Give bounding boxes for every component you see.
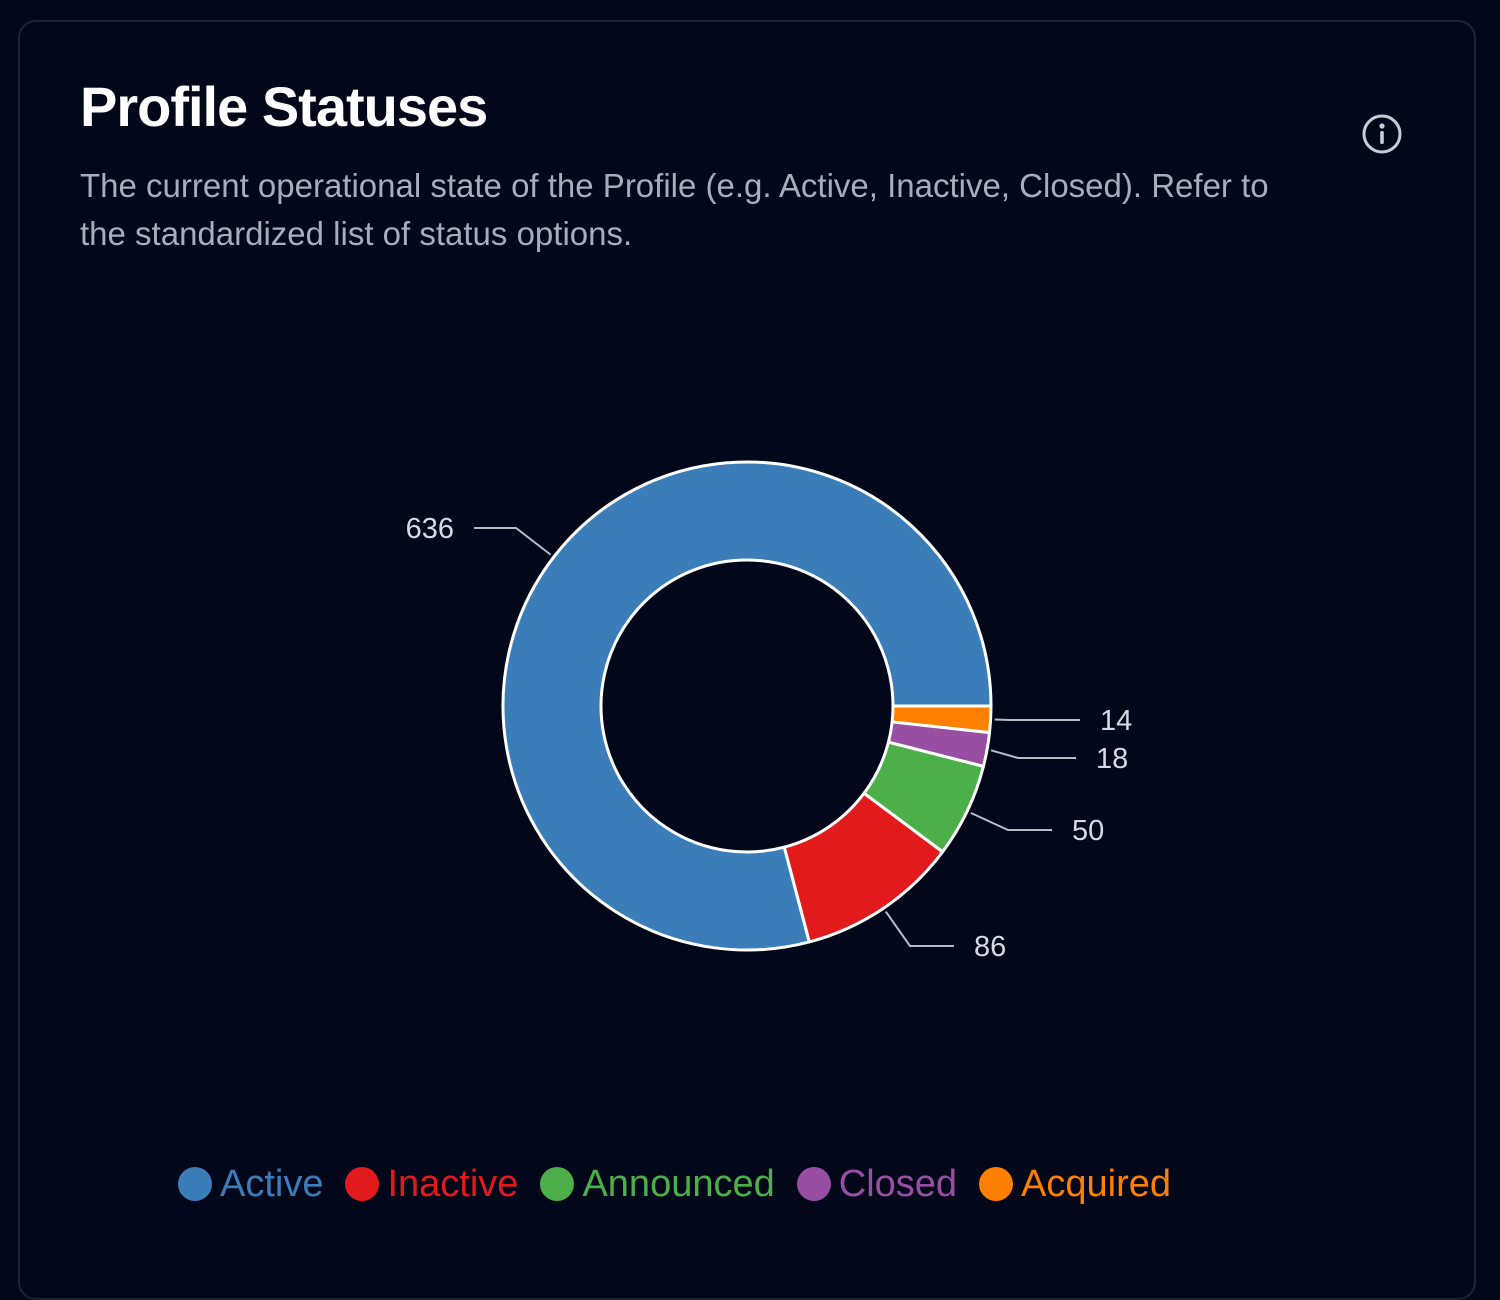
leader-line-active — [474, 528, 551, 555]
legend-label-active: Active — [220, 1162, 323, 1206]
value-label-inactive: 86 — [974, 931, 1006, 963]
legend-label-acquired: Acquired — [1021, 1162, 1171, 1206]
legend-item-acquired[interactable]: Acquired — [979, 1162, 1171, 1206]
legend-swatch-active — [178, 1167, 212, 1201]
legend-item-announced[interactable]: Announced — [540, 1162, 774, 1206]
legend-label-announced: Announced — [582, 1162, 774, 1206]
leader-line-closed — [991, 750, 1076, 758]
value-label-closed: 18 — [1096, 743, 1128, 775]
value-label-announced: 50 — [1072, 815, 1104, 847]
legend-swatch-announced — [540, 1167, 574, 1201]
value-label-acquired: 14 — [1100, 705, 1132, 737]
legend-label-inactive: Inactive — [387, 1162, 518, 1206]
leader-line-announced — [971, 813, 1052, 830]
legend-item-closed[interactable]: Closed — [797, 1162, 957, 1206]
leader-line-inactive — [886, 912, 954, 946]
donut-chart: 14 18 50 86 636 — [0, 0, 1500, 1267]
value-label-active: 636 — [406, 513, 454, 545]
legend-swatch-closed — [797, 1167, 831, 1201]
legend-item-inactive[interactable]: Inactive — [345, 1162, 518, 1206]
legend-swatch-inactive — [345, 1167, 379, 1201]
legend-label-closed: Closed — [839, 1162, 957, 1206]
legend-item-active[interactable]: Active — [178, 1162, 323, 1206]
legend-swatch-acquired — [979, 1167, 1013, 1201]
chart-legend: Active Inactive Announced Closed Acquired — [178, 1162, 1171, 1206]
